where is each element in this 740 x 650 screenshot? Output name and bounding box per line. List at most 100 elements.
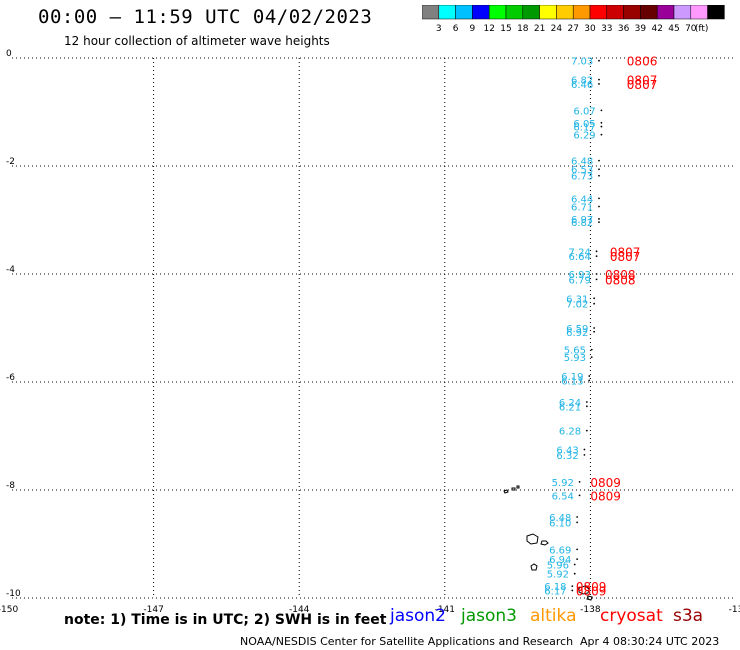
longitude-tick-label: -13: [729, 605, 740, 612]
track-point: [576, 548, 579, 551]
time-label: 0807: [627, 74, 658, 88]
longitude-tick-label: -144: [289, 605, 310, 612]
time-label: 0809: [590, 476, 621, 490]
track-point: [571, 589, 574, 592]
time-label: 0807: [610, 250, 641, 264]
altimeter-map: -150 -147 -144 -141 -138 -13 0 -2 -4 -6 -8 -10 7.03 6…: [0, 49, 740, 612]
wave-height-label: 6.94: [549, 555, 571, 566]
wave-height-label: 5.65: [564, 346, 586, 357]
track-point: [598, 218, 600, 220]
legend-tick-label: 30: [584, 24, 596, 34]
longitude-tick-label: -141: [435, 605, 455, 612]
generation-timestamp: Apr 4 08:30:24 UTC 2023: [580, 635, 720, 648]
legend-tick-label: 6: [453, 24, 459, 34]
track-point: [600, 125, 603, 128]
track-point: [595, 250, 598, 253]
track-point: [588, 375, 591, 377]
units-note: note: 1) Time is in UTC; 2) SWH is in fe…: [64, 612, 387, 628]
time-label: 0809: [590, 489, 621, 503]
track-point: [598, 168, 600, 171]
longitude-tick-label: -138: [580, 605, 601, 612]
legend-tick-label: 33: [601, 24, 612, 34]
track-point: [593, 297, 596, 300]
latitude-tick-label: -2: [6, 157, 15, 167]
wave-height-label: 6.21: [559, 402, 581, 413]
track-point: [595, 278, 598, 281]
credit-line: NOAA/NESDIS Center for Satellite Applica…: [240, 635, 574, 648]
legend-unit: (ft): [695, 24, 709, 34]
island-outline: [578, 585, 590, 595]
wave-height-label: 6.48: [549, 513, 571, 524]
track-point: [571, 585, 574, 588]
track-point: [578, 481, 581, 483]
legend-tick-label: 3: [436, 24, 442, 34]
wave-height-label: 6.10: [549, 518, 571, 529]
track-point: [573, 563, 576, 566]
track-point: [595, 273, 598, 275]
wave-height-label: 6.05: [573, 119, 595, 130]
wave-height-label: 5.92: [547, 570, 569, 581]
wave-height-label: 6.82: [571, 76, 593, 87]
latitude-tick-label: -10: [6, 589, 21, 599]
wave-height-label: 6.43: [556, 446, 578, 457]
wave-height-label: 7.03: [571, 57, 593, 68]
island-outline: [540, 540, 549, 546]
track-point: [598, 221, 600, 224]
wave-height-label: 6.97: [571, 215, 593, 226]
legend-tick-label: 45: [668, 24, 679, 34]
track-point: [576, 558, 579, 561]
latitude-tick-label: 0: [6, 49, 12, 59]
track-point: [576, 521, 579, 524]
track-point: [585, 405, 588, 408]
legend-tick-label: 24: [551, 24, 563, 34]
track-point: [600, 133, 603, 136]
track-point: [598, 78, 600, 81]
wave-height-label: 6.29: [573, 131, 595, 142]
wave-height-label: 6.19: [561, 372, 583, 383]
time-label: 0808: [605, 268, 636, 282]
legend-tick-label: 15: [500, 24, 511, 34]
wave-height-label: 6.64: [569, 252, 591, 263]
track-point: [583, 454, 586, 456]
wave-height-label: 6.82: [571, 218, 593, 229]
wave-height-label: 6.44: [571, 194, 593, 205]
track-point: [600, 121, 603, 124]
island-outline: [586, 595, 593, 601]
wave-height-label: 6.54: [552, 491, 574, 502]
wave-height-label: 7.02: [566, 300, 588, 311]
wave-height-label: 6.17: [573, 123, 595, 134]
latitude-tick-label: -8: [6, 481, 15, 491]
satellite-name-jason2: jason2: [390, 606, 446, 626]
legend-swatch: [707, 5, 725, 20]
wave-height-label: 6.28: [559, 427, 581, 438]
wave-height-label: 6.79: [569, 275, 591, 286]
track-point: [598, 83, 600, 85]
wave-height-label: 6.93: [569, 270, 591, 281]
map-subtitle: 12 hour collection of altimeter wave hei…: [64, 34, 330, 48]
longitude-tick-label: -147: [143, 605, 163, 612]
track-point: [598, 197, 600, 200]
track-point: [583, 448, 586, 451]
wave-height-label: 6.24: [559, 398, 581, 409]
legend-tick-label: 9: [470, 24, 476, 34]
wave-height-label: 6.32: [556, 451, 578, 462]
legend-tick-label: 27: [567, 24, 578, 34]
island-outline: [503, 489, 509, 494]
track-point: [573, 572, 576, 575]
legend-tick-label: 21: [534, 24, 545, 34]
island-outline: [516, 485, 520, 489]
track-point: [590, 348, 593, 351]
time-label: 0808: [605, 273, 636, 287]
time-label: 0807: [610, 245, 641, 259]
track-point: [600, 109, 603, 112]
wave-height-label: 6.07: [573, 106, 595, 117]
track-point: [593, 330, 596, 333]
wave-height-label: 5.92: [552, 478, 574, 489]
track-point: [576, 516, 579, 518]
legend-tick-label: 42: [651, 24, 662, 34]
wave-height-label: 6.13: [561, 376, 583, 387]
color-scale-legend: 3 6 9 12 15 18 21 24 27 30 33 36 39 42 45 70(ft): [422, 5, 725, 34]
island-outline: [526, 533, 539, 545]
wave-height-label: 5.96: [547, 561, 569, 572]
wave-height-label: 5.93: [564, 353, 586, 364]
